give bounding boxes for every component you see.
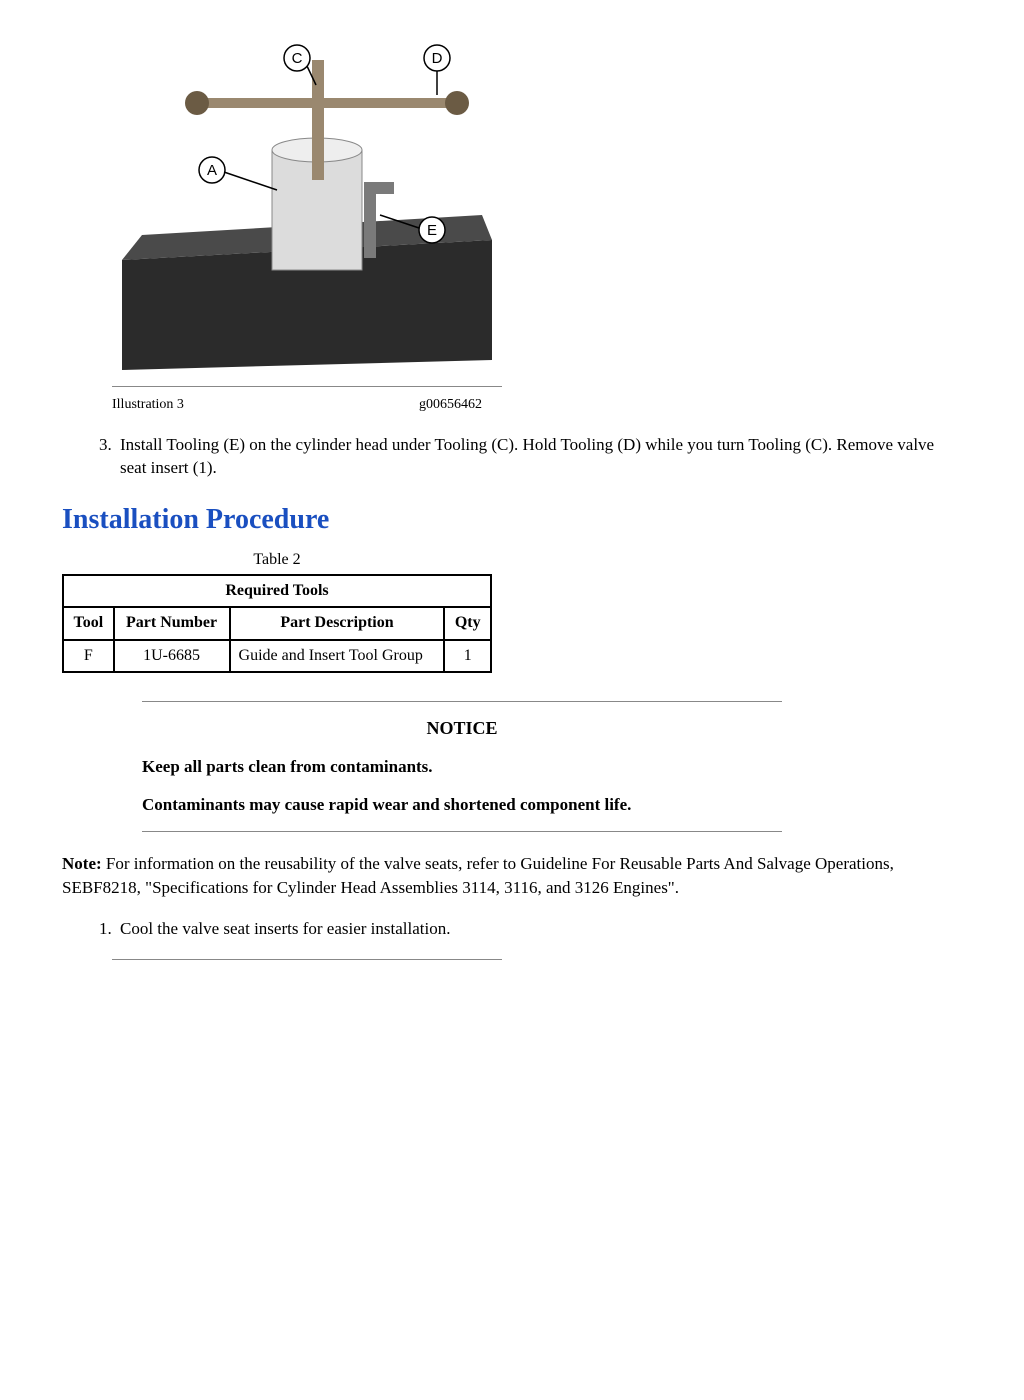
section-heading-installation: Installation Procedure xyxy=(62,500,962,539)
note-label: Note: xyxy=(62,854,102,873)
notice-divider-top xyxy=(142,701,782,702)
cell-tool: F xyxy=(63,640,114,672)
callout-a-label: A xyxy=(207,162,217,179)
callout-d-label: D xyxy=(432,50,443,67)
trailing-divider xyxy=(112,959,502,960)
illustration-divider xyxy=(112,386,502,387)
required-tools-table: Required Tools Tool Part Number Part Des… xyxy=(62,574,492,673)
notice-block: NOTICE Keep all parts clean from contami… xyxy=(142,701,782,832)
cell-part-description: Guide and Insert Tool Group xyxy=(230,640,445,672)
cell-qty: 1 xyxy=(444,640,491,672)
illustration-3-image: A C D E xyxy=(112,40,502,380)
illustration-3: A C D E Illustration 3 g00656462 xyxy=(112,40,962,415)
illustration-number: Illustration 3 xyxy=(112,395,419,415)
col-part-number: Part Number xyxy=(114,607,230,639)
notice-divider-bottom xyxy=(142,831,782,832)
col-tool: Tool xyxy=(63,607,114,639)
col-qty: Qty xyxy=(444,607,491,639)
installation-step-list: Cool the valve seat inserts for easier i… xyxy=(62,917,962,941)
removal-step-3: Install Tooling (E) on the cylinder head… xyxy=(116,433,962,481)
notice-title: NOTICE xyxy=(142,716,782,741)
notice-line-2: Contaminants may cause rapid wear and sh… xyxy=(142,793,782,817)
col-part-description: Part Description xyxy=(230,607,445,639)
table-row: F 1U-6685 Guide and Insert Tool Group 1 xyxy=(63,640,491,672)
notice-line-1: Keep all parts clean from contaminants. xyxy=(142,755,782,779)
note-paragraph: Note: For information on the reusability… xyxy=(62,852,962,900)
cell-part-number: 1U-6685 xyxy=(114,640,230,672)
illustration-caption: Illustration 3 g00656462 xyxy=(112,395,502,415)
callout-e-label: E xyxy=(427,222,437,239)
illustration-id: g00656462 xyxy=(419,395,502,415)
note-text: For information on the reusability of th… xyxy=(62,854,894,897)
callout-c-label: C xyxy=(292,50,303,67)
table-2-caption: Table 2 xyxy=(62,549,492,571)
table-header-span: Required Tools xyxy=(63,575,491,607)
removal-step-list: Install Tooling (E) on the cylinder head… xyxy=(62,433,962,481)
installation-step-1: Cool the valve seat inserts for easier i… xyxy=(116,917,962,941)
